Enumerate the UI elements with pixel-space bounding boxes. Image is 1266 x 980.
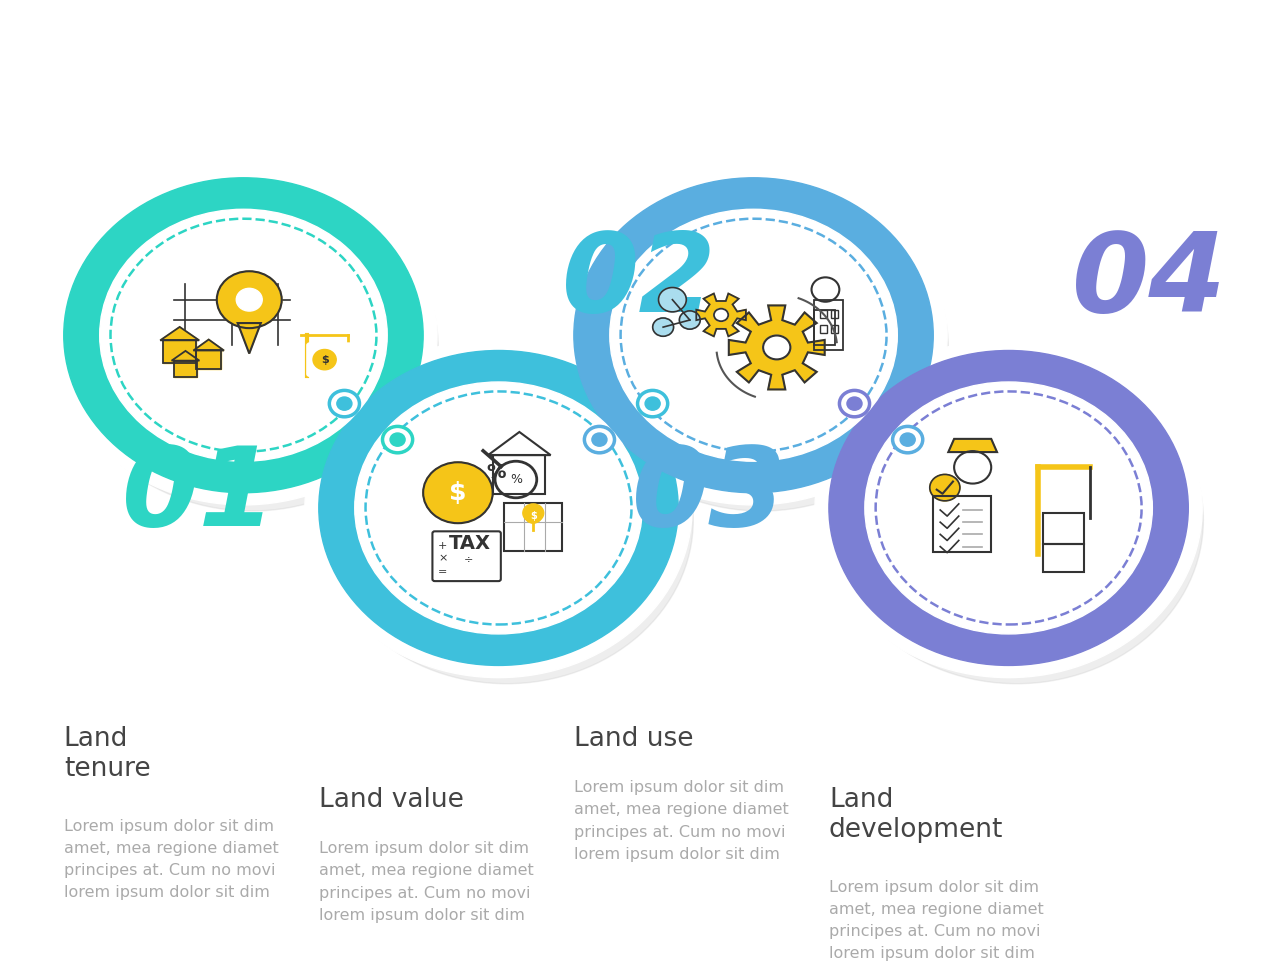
- Circle shape: [575, 184, 948, 511]
- Circle shape: [100, 210, 387, 462]
- Circle shape: [319, 351, 679, 665]
- Circle shape: [653, 318, 674, 336]
- Polygon shape: [933, 496, 991, 552]
- Circle shape: [680, 311, 700, 329]
- Polygon shape: [172, 351, 200, 361]
- Circle shape: [865, 382, 1152, 634]
- Polygon shape: [238, 323, 261, 354]
- Text: 01: 01: [122, 442, 276, 549]
- Text: $: $: [320, 355, 328, 365]
- Circle shape: [829, 351, 1189, 665]
- Text: ×: ×: [438, 554, 448, 563]
- Circle shape: [495, 462, 537, 498]
- Circle shape: [525, 509, 542, 523]
- Circle shape: [815, 338, 1203, 677]
- Circle shape: [65, 184, 438, 511]
- Polygon shape: [194, 339, 224, 351]
- Text: 04: 04: [1072, 228, 1227, 335]
- Circle shape: [830, 357, 1204, 684]
- Polygon shape: [163, 340, 196, 363]
- Circle shape: [573, 177, 933, 493]
- Circle shape: [354, 382, 642, 634]
- Circle shape: [955, 451, 991, 483]
- Circle shape: [305, 338, 693, 677]
- Circle shape: [893, 426, 923, 453]
- Polygon shape: [196, 351, 222, 368]
- Text: Lorem ipsum dolor sit dim
amet, mea regione diamet
principes at. Cum no movi
lor: Lorem ipsum dolor sit dim amet, mea regi…: [63, 819, 279, 901]
- Circle shape: [63, 177, 423, 493]
- Circle shape: [658, 287, 686, 312]
- Text: =: =: [438, 567, 448, 577]
- Circle shape: [900, 433, 915, 446]
- Polygon shape: [161, 327, 199, 340]
- Text: $: $: [449, 481, 467, 505]
- Circle shape: [646, 397, 660, 411]
- Circle shape: [847, 397, 862, 411]
- Circle shape: [763, 335, 790, 360]
- Circle shape: [423, 463, 492, 523]
- Circle shape: [237, 288, 262, 311]
- Circle shape: [839, 390, 870, 416]
- Circle shape: [49, 166, 437, 505]
- Circle shape: [390, 433, 405, 446]
- Text: TAX: TAX: [448, 534, 490, 553]
- Circle shape: [929, 474, 960, 501]
- Text: Lorem ipsum dolor sit dim
amet, mea regione diamet
principes at. Cum no movi
lor: Lorem ipsum dolor sit dim amet, mea regi…: [319, 841, 533, 923]
- Circle shape: [592, 433, 606, 446]
- Text: −: −: [463, 541, 473, 551]
- Circle shape: [320, 357, 694, 684]
- Text: Land value: Land value: [319, 787, 463, 813]
- Text: Lorem ipsum dolor sit dim
amet, mea regione diamet
principes at. Cum no movi
lor: Lorem ipsum dolor sit dim amet, mea regi…: [573, 780, 789, 861]
- Text: $: $: [530, 512, 537, 521]
- Polygon shape: [696, 293, 746, 336]
- Text: Land
tenure: Land tenure: [63, 726, 151, 782]
- Polygon shape: [948, 439, 998, 452]
- Circle shape: [523, 504, 543, 522]
- Circle shape: [313, 350, 337, 369]
- Text: 03: 03: [632, 442, 786, 549]
- Text: +: +: [438, 541, 448, 551]
- Text: Lorem ipsum dolor sit dim
amet, mea regione diamet
principes at. Cum no movi
lor: Lorem ipsum dolor sit dim amet, mea regi…: [829, 880, 1043, 961]
- FancyBboxPatch shape: [308, 343, 361, 376]
- Text: Land
development: Land development: [829, 787, 1003, 844]
- Circle shape: [337, 397, 352, 411]
- Circle shape: [216, 271, 282, 328]
- Circle shape: [560, 166, 947, 505]
- Circle shape: [585, 426, 614, 453]
- Circle shape: [638, 390, 667, 416]
- Text: %: %: [510, 473, 522, 486]
- Text: %: %: [486, 463, 506, 482]
- Polygon shape: [504, 503, 562, 551]
- Circle shape: [610, 210, 898, 462]
- Polygon shape: [173, 361, 197, 377]
- Polygon shape: [729, 306, 824, 389]
- Circle shape: [382, 426, 413, 453]
- Text: Land use: Land use: [573, 726, 694, 753]
- Circle shape: [714, 309, 728, 321]
- Text: ÷: ÷: [463, 554, 473, 563]
- Text: 02: 02: [562, 228, 717, 335]
- Circle shape: [329, 390, 360, 416]
